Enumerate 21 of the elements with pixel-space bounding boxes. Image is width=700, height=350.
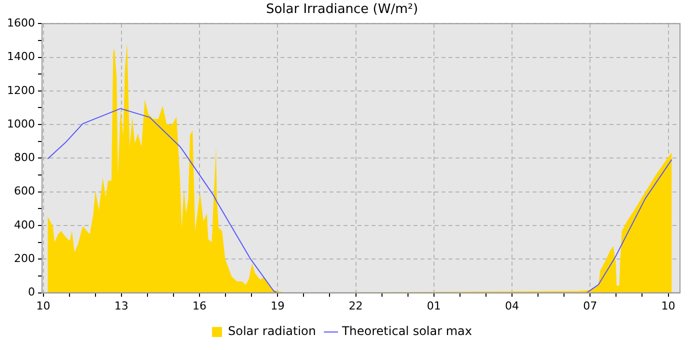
x-tick-label: 07 <box>583 299 598 312</box>
x-tick-label: 10 <box>36 299 50 312</box>
x-tick-label: 04 <box>505 299 520 312</box>
y-tick-label: 600 <box>14 184 35 198</box>
y-tick-label: 800 <box>14 151 35 164</box>
x-tick-label: 16 <box>192 299 207 312</box>
legend-label: Solar radiation <box>228 324 316 338</box>
y-tick-label: 0 <box>28 286 35 299</box>
y-tick-label: 1000 <box>6 117 35 130</box>
y-tick-label: 1600 <box>6 16 35 30</box>
x-tick-label: 19 <box>270 299 285 312</box>
x-tick-label: 22 <box>348 299 363 312</box>
y-tick-label: 1400 <box>6 50 35 64</box>
y-tick-label: 200 <box>14 252 35 266</box>
y-tick-label: 1200 <box>6 84 35 97</box>
chart-title: Solar Irradiance (W/m²) <box>266 2 418 18</box>
x-tick-label: 13 <box>114 299 128 312</box>
legend-label: Theoretical solar max <box>340 324 472 338</box>
x-tick-label: 10 <box>661 299 676 312</box>
x-tick-label: 01 <box>426 299 441 312</box>
y-tick-label: 400 <box>14 218 35 232</box>
